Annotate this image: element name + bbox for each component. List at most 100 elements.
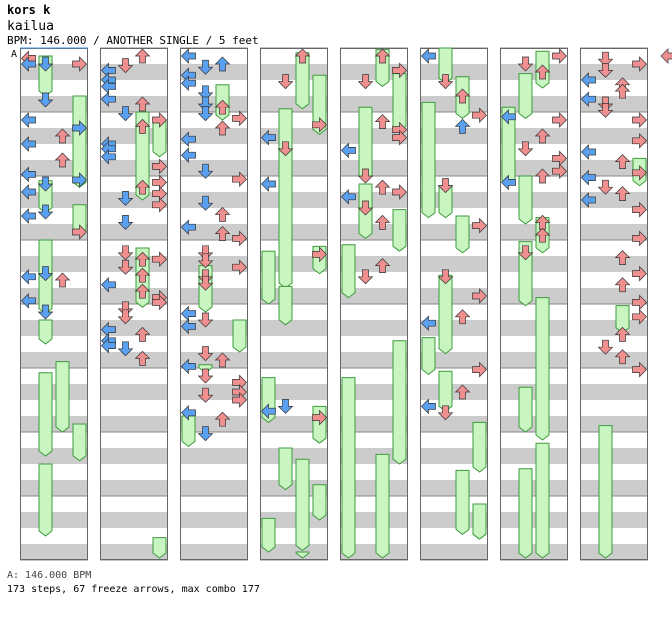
stripe <box>580 320 648 336</box>
freeze-arrow <box>392 340 407 465</box>
stripe <box>340 352 408 368</box>
stripe <box>20 320 88 336</box>
freeze-arrow <box>518 175 533 225</box>
freeze-arrow <box>295 458 310 552</box>
stripe <box>420 480 488 496</box>
step-arrow-up <box>134 118 151 134</box>
step-arrow-down <box>117 215 134 230</box>
stripe <box>580 448 648 464</box>
stripe <box>180 160 248 176</box>
freeze-arrow <box>181 415 196 448</box>
stripe <box>500 288 568 304</box>
step-arrow-down <box>517 245 534 261</box>
stripe <box>580 224 648 240</box>
step-arrow-down <box>277 74 294 90</box>
step-arrow-up <box>454 309 471 325</box>
stripe <box>340 544 408 560</box>
step-arrow-down <box>197 59 214 75</box>
step-arrow-up <box>214 411 231 427</box>
step-arrow-down <box>37 204 54 220</box>
step-arrow-down <box>357 168 374 184</box>
step-arrow-down <box>117 301 134 317</box>
step-arrow-right <box>632 294 647 311</box>
step-arrow-up <box>454 118 471 134</box>
step-arrow-left <box>261 176 276 192</box>
step-arrow-right <box>472 217 487 234</box>
chart-column <box>420 48 488 560</box>
step-arrow-up <box>614 326 631 342</box>
stripe <box>100 288 168 304</box>
step-arrow-down <box>277 141 294 157</box>
step-arrow-down <box>597 51 614 67</box>
step-arrow-down <box>197 275 214 291</box>
stripe <box>20 64 88 80</box>
step-arrow-down <box>117 106 134 122</box>
stripe <box>20 128 88 144</box>
stripe <box>20 416 88 432</box>
step-arrow-right <box>152 158 167 175</box>
step-arrow-down <box>357 74 374 90</box>
step-arrow-up <box>534 227 551 243</box>
step-arrow-down <box>197 426 214 442</box>
chart-column <box>500 48 568 560</box>
stripe <box>180 512 248 528</box>
stripe <box>180 352 248 368</box>
step-arrow-right <box>472 361 487 378</box>
step-arrow-up <box>614 154 631 169</box>
step-arrow-left <box>101 337 116 354</box>
freeze-arrow <box>278 447 293 491</box>
step-arrow-down <box>37 266 54 282</box>
stripe <box>260 384 328 400</box>
step-arrow-left <box>660 48 672 64</box>
step-arrow-down <box>197 368 214 384</box>
freeze-arrow <box>312 484 327 521</box>
stripe <box>180 64 248 80</box>
step-arrow-right <box>632 230 647 247</box>
step-arrow-down <box>197 106 214 122</box>
stripe <box>580 416 648 432</box>
step-arrow-right <box>232 110 247 127</box>
stripe <box>100 96 168 112</box>
step-arrow-up <box>374 179 391 195</box>
stripe <box>20 352 88 368</box>
stripe <box>260 256 328 272</box>
chart-column <box>100 48 168 560</box>
freeze-arrow <box>341 244 356 299</box>
step-arrow-right <box>552 163 567 180</box>
step-arrow-up <box>214 206 231 222</box>
step-arrow-down <box>197 245 214 261</box>
step-arrow-up <box>374 214 391 230</box>
freeze-arrow <box>38 372 53 457</box>
stripe <box>340 480 408 496</box>
step-arrow-right <box>312 116 327 133</box>
step-arrow-right <box>232 230 247 247</box>
step-arrow-up <box>134 283 151 299</box>
step-arrow-down <box>117 245 134 261</box>
stripe <box>580 192 648 208</box>
stripe <box>420 512 488 528</box>
stripe <box>260 288 328 304</box>
step-arrow-left <box>101 91 116 108</box>
freeze-arrow <box>472 503 487 540</box>
stripe <box>100 512 168 528</box>
step-arrow-right <box>392 129 407 146</box>
step-arrow-left <box>21 112 36 128</box>
step-arrow-right <box>632 308 647 325</box>
step-arrow-up <box>614 186 631 201</box>
step-arrow-left <box>21 166 36 183</box>
stripe <box>500 448 568 464</box>
step-arrow-left <box>181 318 196 335</box>
step-arrow-down <box>37 56 54 72</box>
step-arrow-down <box>197 85 214 101</box>
step-arrow-down <box>597 63 614 78</box>
freeze-arrow <box>518 73 533 120</box>
freeze-arrow <box>295 52 310 110</box>
stripe <box>260 128 328 144</box>
step-arrow-down <box>437 178 454 194</box>
step-arrow-left <box>181 75 196 92</box>
step-arrow-right <box>232 259 247 276</box>
step-arrow-up <box>374 48 391 64</box>
step-arrow-down <box>197 346 214 362</box>
freeze-arrow <box>38 319 53 345</box>
stripe <box>500 256 568 272</box>
